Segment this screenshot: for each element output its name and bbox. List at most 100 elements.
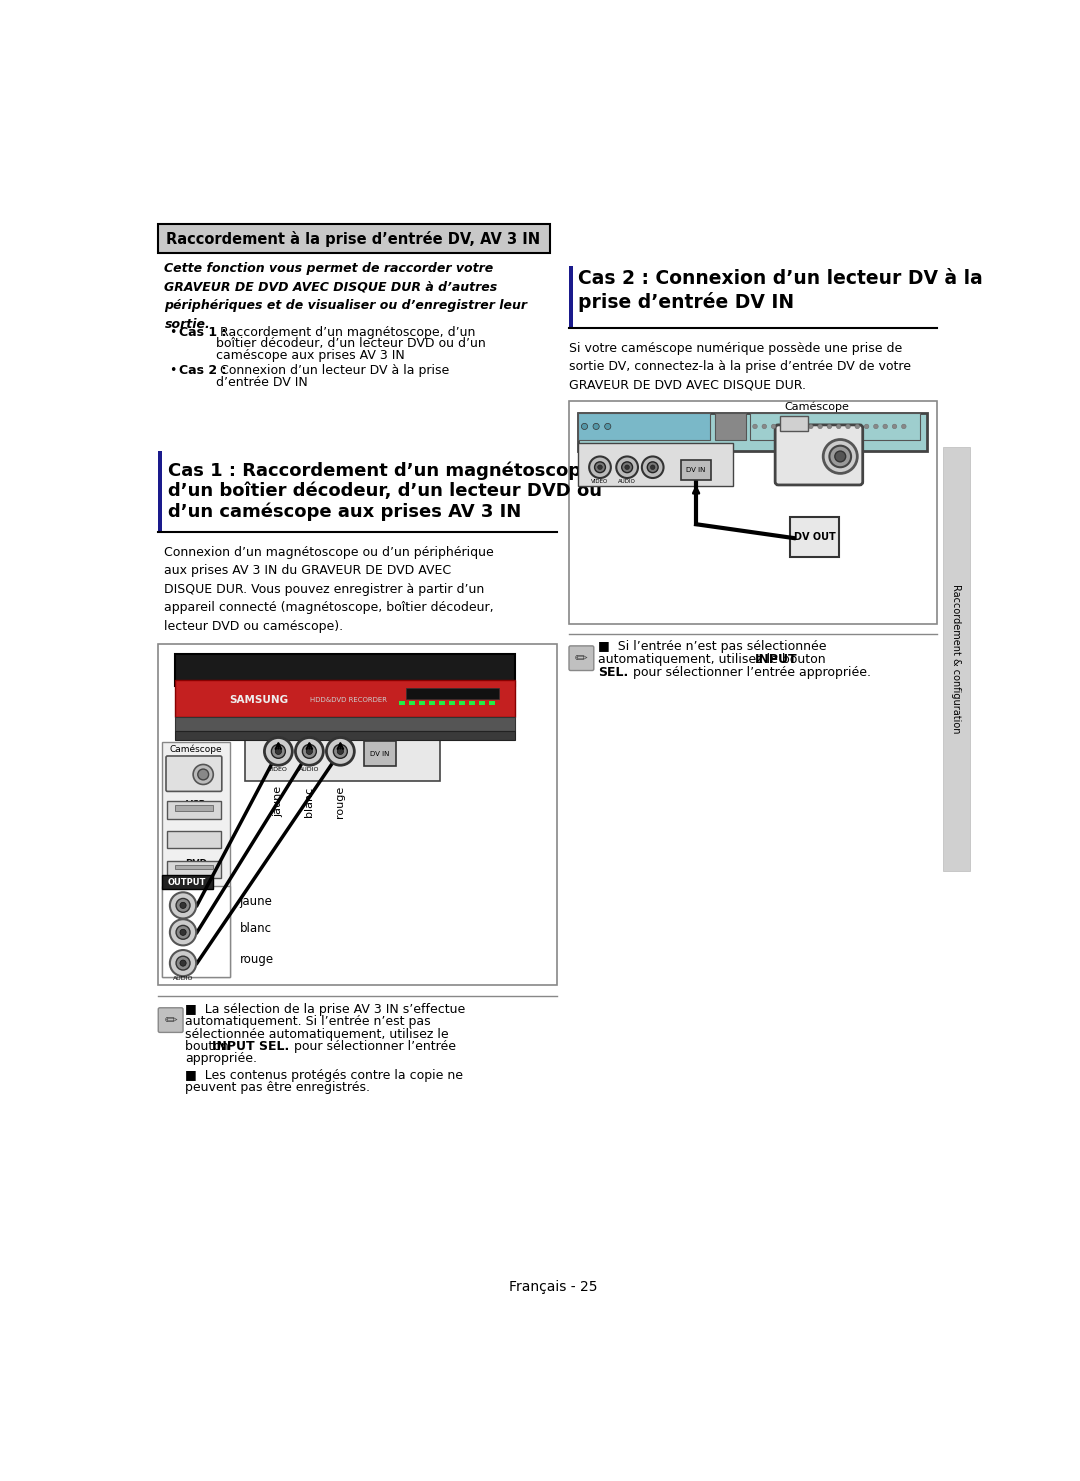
Circle shape	[307, 748, 312, 754]
Text: appropriée.: appropriée.	[186, 1053, 257, 1065]
Text: •: •	[170, 364, 176, 378]
Circle shape	[271, 745, 285, 758]
Text: Caméscope: Caméscope	[170, 745, 222, 754]
FancyBboxPatch shape	[166, 831, 221, 849]
Circle shape	[326, 738, 354, 766]
Circle shape	[337, 748, 343, 754]
Circle shape	[818, 424, 823, 428]
Text: d’un caméscope aux prises AV 3 IN: d’un caméscope aux prises AV 3 IN	[167, 502, 521, 521]
Text: VIDEO: VIDEO	[269, 767, 288, 772]
Text: Cas 1 :: Cas 1 :	[179, 326, 227, 339]
Circle shape	[176, 926, 190, 939]
Text: HDD&DVD RECORDER: HDD&DVD RECORDER	[310, 696, 387, 703]
FancyBboxPatch shape	[159, 224, 550, 253]
FancyBboxPatch shape	[162, 875, 213, 889]
Text: rouge: rouge	[240, 952, 273, 966]
FancyBboxPatch shape	[166, 755, 221, 791]
Text: Si votre caméscope numérique possède une prise de
sortie DV, connectez-la à la p: Si votre caméscope numérique possède une…	[569, 342, 912, 392]
Text: Cas 1 : Raccordement d’un magnétoscope,: Cas 1 : Raccordement d’un magnétoscope,	[167, 461, 599, 480]
Circle shape	[176, 957, 190, 970]
Circle shape	[605, 424, 611, 429]
Text: d’entrée DV IN: d’entrée DV IN	[216, 376, 308, 388]
FancyBboxPatch shape	[159, 1007, 183, 1032]
Text: AUDIO: AUDIO	[173, 976, 193, 980]
Circle shape	[874, 424, 878, 428]
Text: Caméscope: Caméscope	[784, 401, 850, 412]
Text: blanc: blanc	[240, 923, 272, 935]
FancyBboxPatch shape	[166, 860, 221, 878]
FancyBboxPatch shape	[364, 742, 396, 766]
Text: ■  La sélection de la prise AV 3 IN s’effectue: ■ La sélection de la prise AV 3 IN s’eff…	[186, 1003, 465, 1016]
Circle shape	[835, 452, 846, 462]
Text: jaune: jaune	[240, 895, 272, 908]
Text: peuvent pas être enregistrés.: peuvent pas être enregistrés.	[186, 1081, 370, 1094]
Circle shape	[275, 748, 282, 754]
Bar	[429, 702, 435, 705]
Text: Français - 25: Français - 25	[510, 1280, 597, 1293]
FancyBboxPatch shape	[780, 416, 809, 431]
Circle shape	[762, 424, 767, 428]
Bar	[399, 702, 405, 705]
Bar	[569, 267, 572, 327]
Text: automatiquement, utilisez le bouton: automatiquement, utilisez le bouton	[598, 653, 831, 666]
Circle shape	[902, 424, 906, 428]
Text: ✏: ✏	[164, 1013, 177, 1028]
Circle shape	[855, 424, 860, 428]
FancyBboxPatch shape	[780, 455, 795, 484]
Circle shape	[334, 745, 348, 758]
Text: VIDEO: VIDEO	[592, 480, 609, 484]
Circle shape	[198, 769, 208, 780]
FancyBboxPatch shape	[166, 801, 221, 819]
Text: AUDIO: AUDIO	[299, 767, 320, 772]
Bar	[175, 804, 213, 810]
Text: ✏: ✏	[575, 650, 588, 665]
Text: prise d’entrée DV IN: prise d’entrée DV IN	[578, 292, 795, 311]
Circle shape	[265, 738, 293, 766]
FancyBboxPatch shape	[159, 644, 557, 985]
Text: SAMSUNG: SAMSUNG	[229, 695, 288, 705]
Circle shape	[622, 462, 633, 472]
Circle shape	[771, 424, 775, 428]
Circle shape	[892, 424, 896, 428]
Bar	[489, 702, 496, 705]
Circle shape	[846, 424, 850, 428]
Text: Raccordement & configuration: Raccordement & configuration	[950, 584, 961, 733]
Circle shape	[789, 424, 795, 428]
Text: INPUT SEL.: INPUT SEL.	[213, 1040, 289, 1053]
Circle shape	[829, 446, 851, 467]
Circle shape	[647, 462, 658, 472]
Text: VCR: VCR	[186, 800, 206, 809]
Bar	[419, 702, 424, 705]
Text: sélectionnée automatiquement, utilisez le: sélectionnée automatiquement, utilisez l…	[186, 1028, 449, 1041]
Text: DV IN: DV IN	[370, 751, 390, 757]
FancyBboxPatch shape	[715, 413, 745, 440]
Bar	[459, 702, 465, 705]
Circle shape	[827, 424, 832, 428]
FancyBboxPatch shape	[569, 401, 937, 625]
Text: pour sélectionner l’entrée appropriée.: pour sélectionner l’entrée appropriée.	[630, 666, 872, 678]
Circle shape	[617, 456, 638, 478]
FancyBboxPatch shape	[578, 443, 733, 486]
Text: pour sélectionner l’entrée: pour sélectionner l’entrée	[291, 1040, 456, 1053]
Text: Connexion d’un magnétoscope ou d’un périphérique
aux prises AV 3 IN du GRAVEUR D: Connexion d’un magnétoscope ou d’un péri…	[164, 546, 495, 632]
Circle shape	[170, 949, 197, 976]
Circle shape	[823, 440, 858, 474]
Text: Raccordement d’un magnétoscope, d’un: Raccordement d’un magnétoscope, d’un	[216, 326, 475, 339]
Text: Connexion d’un lecteur DV à la prise: Connexion d’un lecteur DV à la prise	[216, 364, 449, 378]
Circle shape	[625, 465, 630, 469]
Text: DV IN: DV IN	[687, 468, 706, 474]
Circle shape	[170, 920, 197, 945]
Circle shape	[170, 892, 197, 918]
Text: OUTPUT: OUTPUT	[167, 878, 206, 887]
Circle shape	[595, 462, 606, 472]
FancyBboxPatch shape	[245, 706, 440, 780]
Text: SEL.: SEL.	[598, 666, 629, 678]
FancyBboxPatch shape	[775, 425, 863, 484]
FancyBboxPatch shape	[578, 413, 710, 440]
FancyBboxPatch shape	[406, 689, 499, 699]
Circle shape	[581, 424, 588, 429]
Text: •: •	[170, 326, 176, 339]
Text: Raccordement à la prise d’entrée DV, AV 3 IN: Raccordement à la prise d’entrée DV, AV …	[166, 231, 540, 246]
Bar	[480, 702, 485, 705]
Text: DVD: DVD	[186, 859, 207, 868]
